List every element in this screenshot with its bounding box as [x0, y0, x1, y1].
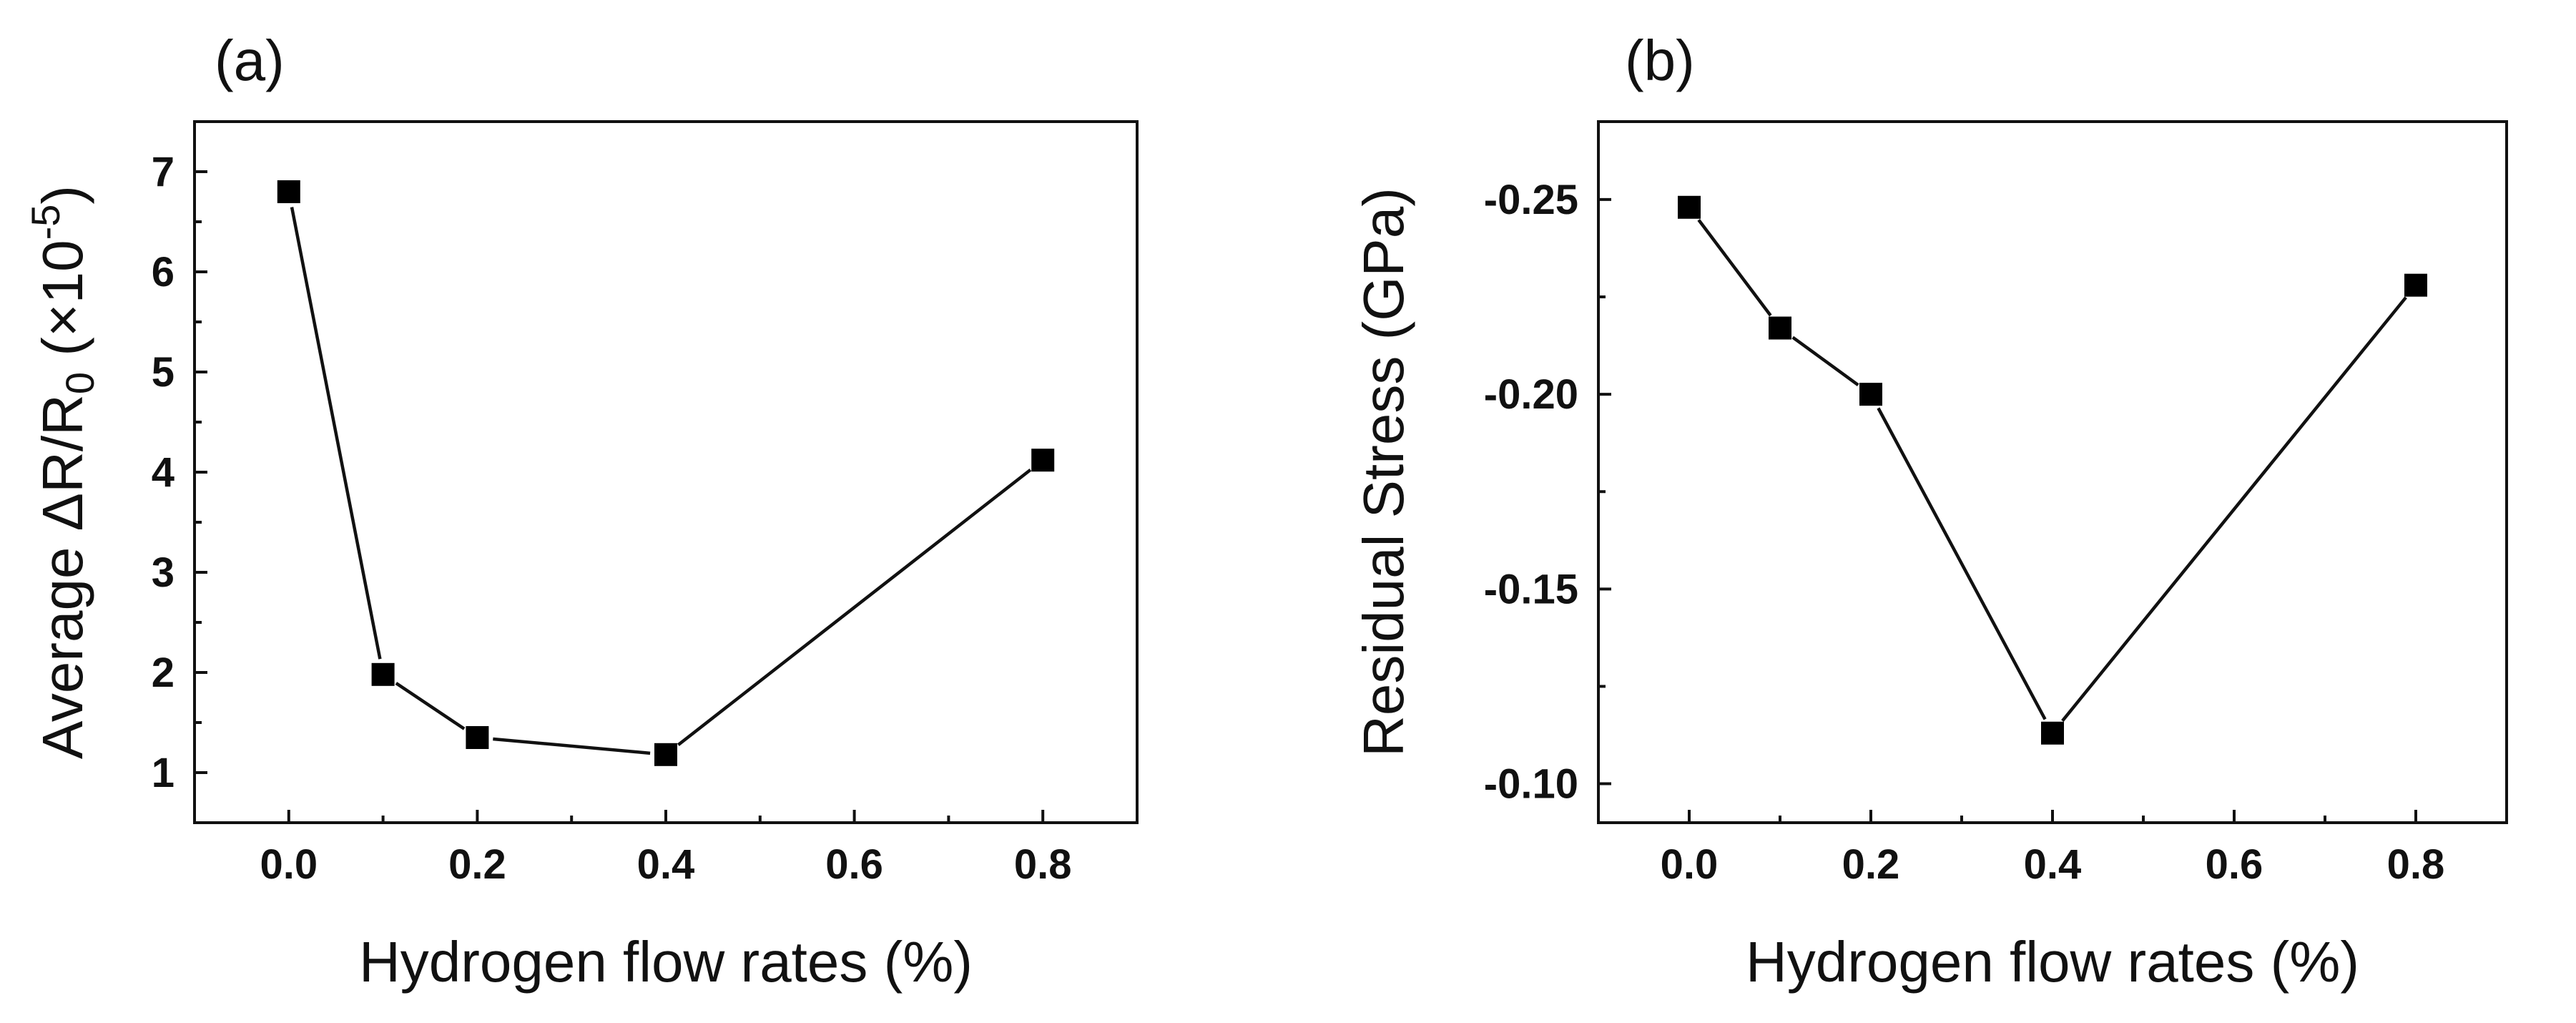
data-point-marker — [466, 726, 489, 749]
y-tick-label: 4 — [152, 449, 174, 496]
x-tick-label: 0.0 — [260, 841, 318, 888]
series-segment — [290, 207, 382, 660]
x-tick-label: 0.8 — [1014, 841, 1072, 888]
x-tick-label: 0.8 — [2387, 841, 2445, 888]
x-tick-label: 0.6 — [825, 841, 883, 888]
chart-a-ylabel: Average ΔR/R0 (×10-5) — [23, 185, 102, 759]
y-tick-label: 1 — [152, 750, 174, 796]
data-point-marker — [1769, 316, 1791, 340]
panel-a-label: (a) — [215, 29, 285, 92]
y-tick-label: -0.15 — [1484, 566, 1578, 612]
series-segment — [1877, 407, 2047, 720]
series-segment — [2061, 296, 2407, 723]
chart-a-ticks — [195, 170, 1045, 823]
chart-a-frame — [193, 120, 1139, 824]
chart-a: (a) Hydrogen flow rates (%) Average ΔR/R… — [23, 29, 1139, 994]
y-tick-label: -0.20 — [1484, 371, 1578, 418]
x-tick-label: 0.2 — [1842, 841, 1900, 888]
x-tick-label: 0.2 — [448, 841, 506, 888]
y-tick-label: 3 — [152, 549, 174, 596]
chart-a-ylabel-sub: 0 — [57, 372, 102, 394]
series-segment — [1697, 219, 1772, 317]
chart-b-series — [1678, 195, 2427, 745]
y-tick-label: 6 — [152, 249, 174, 295]
series-segment — [1791, 336, 1859, 386]
panel-b-label: (b) — [1625, 29, 1695, 92]
chart-b-frame — [1597, 120, 2508, 824]
data-point-marker — [654, 743, 677, 766]
y-tick-label: 2 — [152, 650, 174, 696]
x-tick-label: 0.0 — [1661, 841, 1719, 888]
x-tick-label: 0.6 — [2206, 841, 2263, 888]
x-tick-label: 0.4 — [2024, 841, 2082, 888]
chart-b-ylabel: Residual Stress (GPa) — [1352, 187, 1415, 757]
data-point-marker — [1031, 449, 1055, 472]
data-point-marker — [371, 662, 395, 686]
data-point-marker — [1859, 383, 1882, 406]
y-tick-label: -0.25 — [1484, 177, 1578, 223]
chart-a-ylabel-main: Average ΔR/R — [31, 394, 94, 759]
data-point-marker — [1678, 195, 1701, 219]
x-tick-label: 0.4 — [637, 841, 695, 888]
chart-b: (b) Hydrogen flow rates (%) Residual Str… — [1352, 29, 2508, 994]
chart-a-ylabel-close: ) — [31, 185, 94, 205]
chart-a-ylabel-suffix: (×10 — [31, 240, 94, 372]
data-point-marker — [277, 180, 300, 203]
chart-a-ylabel-sup: -5 — [23, 205, 68, 240]
data-point-marker — [2041, 721, 2064, 745]
chart-a-tick-labels: 0.0 0.2 0.4 0.6 0.8 1 2 3 4 5 6 7 — [152, 149, 1072, 888]
y-tick-label: -0.10 — [1484, 761, 1578, 808]
series-segment — [677, 468, 1032, 747]
series-segment — [395, 682, 466, 730]
series-segment — [493, 737, 651, 755]
chart-b-xlabel: Hydrogen flow rates (%) — [1746, 930, 2359, 994]
chart-b-ticks — [1598, 197, 2417, 823]
y-tick-label: 5 — [152, 349, 174, 396]
y-tick-label: 7 — [152, 149, 174, 195]
chart-a-xlabel: Hydrogen flow rates (%) — [359, 930, 973, 994]
chart-b-tick-labels: 0.0 0.2 0.4 0.6 0.8 -0.25 -0.20 -0.15 -0.10 — [1484, 177, 2445, 888]
data-point-marker — [2404, 273, 2427, 297]
chart-a-series — [277, 180, 1055, 766]
